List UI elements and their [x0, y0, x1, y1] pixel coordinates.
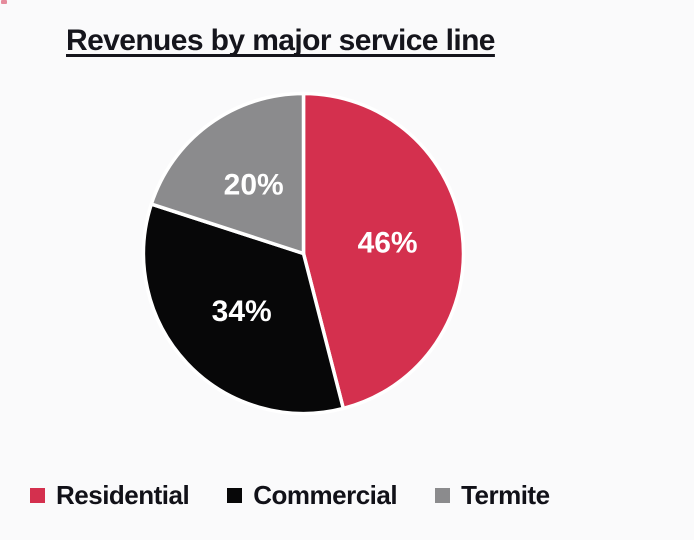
corner-artifact — [1, 0, 7, 4]
chart-title: Revenues by major service line — [66, 24, 496, 57]
legend-item-commercial: Commercial — [227, 480, 398, 510]
pie-slice-termite — [149, 91, 306, 256]
legend-swatch-termite — [435, 487, 451, 503]
pie-chart: 46% 34% 20% — [140, 90, 467, 417]
legend-item-termite: Termite — [435, 482, 550, 508]
pie-svg: 46% 34% 20% — [141, 91, 466, 416]
legend-label-commercial: Commercial — [253, 480, 398, 510]
legend-item-residential: Residential — [30, 480, 190, 510]
pie-slice-residential — [301, 91, 466, 411]
legend-swatch-residential — [30, 487, 45, 503]
legend-label-termite: Termite — [461, 480, 550, 510]
legend-swatch-commercial — [227, 487, 243, 503]
legend-label-residential: Residential — [56, 480, 190, 510]
pie-data-label-termite: 20% — [224, 168, 284, 201]
pie-slice-commercial — [141, 202, 346, 416]
pie-data-label-commercial: 34% — [212, 295, 272, 328]
legend: Residential Commercial Termite — [30, 482, 550, 508]
pie-data-label-residential: 46% — [358, 226, 418, 259]
